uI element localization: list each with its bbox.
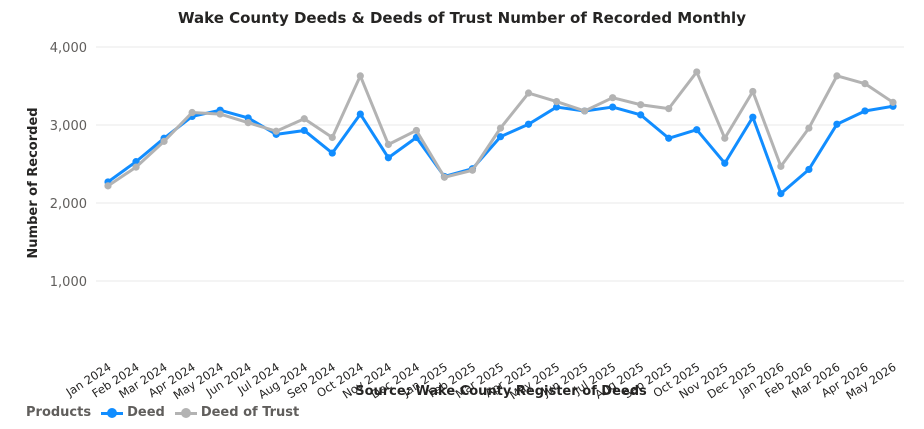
series-lines: [104, 68, 897, 198]
deed-point[interactable]: [805, 165, 813, 174]
deed-point[interactable]: [861, 107, 869, 115]
deed-of-trust-point[interactable]: [637, 101, 645, 109]
deed-of-trust-point[interactable]: [300, 115, 308, 123]
deed-point[interactable]: [384, 154, 392, 162]
deed-of-trust-point[interactable]: [609, 94, 617, 102]
deed-of-trust-point[interactable]: [468, 166, 477, 174]
legend-item-deed[interactable]: Deed: [101, 405, 165, 420]
legend-item-deed-of-trust[interactable]: Deed of Trust: [174, 405, 300, 420]
deed-point[interactable]: [721, 159, 729, 167]
legend-title: Products: [26, 405, 92, 420]
deed-point[interactable]: [665, 134, 673, 142]
deed-of-trust-point[interactable]: [412, 126, 420, 135]
deed-point[interactable]: [777, 190, 785, 198]
deed-of-trust-point[interactable]: [805, 124, 813, 132]
deed-of-trust-point[interactable]: [440, 173, 449, 181]
deed-of-trust-point[interactable]: [160, 137, 168, 145]
deed-point[interactable]: [300, 126, 308, 135]
deed-point[interactable]: [609, 103, 617, 111]
deed-of-trust-point[interactable]: [581, 107, 589, 115]
y-tick-label: 3,000: [50, 119, 87, 134]
deed-of-trust-point[interactable]: [889, 98, 897, 106]
deed-of-trust-point[interactable]: [552, 98, 561, 106]
deed-of-trust-point[interactable]: [496, 124, 505, 132]
y-tick-label: 4,000: [50, 41, 87, 56]
deed-of-trust-point[interactable]: [693, 68, 701, 76]
y-axis-title: Number of Recorded: [26, 107, 41, 258]
deed-of-trust-point[interactable]: [524, 89, 533, 97]
deed-of-trust-point[interactable]: [244, 119, 252, 127]
legend: Products Deed Deed of Trust: [26, 405, 299, 420]
series-deed-of-trust: [104, 68, 897, 190]
deed-of-trust-point[interactable]: [749, 87, 757, 96]
series-deed: [104, 102, 897, 198]
deed-of-trust-point[interactable]: [721, 134, 729, 142]
deed-of-trust-point[interactable]: [356, 72, 364, 80]
deed-point[interactable]: [637, 111, 645, 119]
deed-of-trust-point[interactable]: [665, 105, 673, 113]
deed-of-trust-point[interactable]: [328, 133, 336, 142]
y-tick-label: 1,000: [50, 275, 87, 290]
deed-line-marker-icon: [101, 407, 124, 419]
deed-of-trust-point[interactable]: [272, 127, 280, 135]
x-axis-title: Source: Wake County Register of Deeds: [355, 384, 647, 399]
deed-point[interactable]: [328, 149, 336, 157]
legend-label-deed: Deed: [127, 405, 165, 420]
deed-of-trust-line-marker-icon: [174, 407, 197, 419]
deed-point[interactable]: [833, 120, 841, 128]
deed-point[interactable]: [356, 110, 364, 118]
deed-of-trust-point[interactable]: [216, 110, 224, 118]
legend-label-deed-of-trust: Deed of Trust: [200, 405, 300, 420]
y-axis-ticks: 1,000 2,000 3,000 4,000: [50, 41, 87, 290]
deed-point[interactable]: [693, 126, 701, 134]
y-tick-label: 2,000: [50, 197, 87, 212]
deed-of-trust-point[interactable]: [777, 162, 785, 170]
deed-of-trust-point[interactable]: [132, 163, 140, 171]
deed-of-trust-point[interactable]: [104, 182, 112, 190]
deed-point[interactable]: [552, 103, 561, 111]
deed-of-trust-point[interactable]: [861, 80, 869, 88]
chart-title: Wake County Deeds & Deeds of Trust Numbe…: [178, 9, 746, 27]
deed-of-trust-point[interactable]: [384, 140, 392, 149]
deed-of-trust-point[interactable]: [188, 108, 196, 117]
deed-point[interactable]: [496, 133, 505, 141]
deed-of-trust-point[interactable]: [833, 72, 841, 80]
deed-point[interactable]: [749, 113, 757, 121]
deed-point[interactable]: [524, 120, 533, 128]
